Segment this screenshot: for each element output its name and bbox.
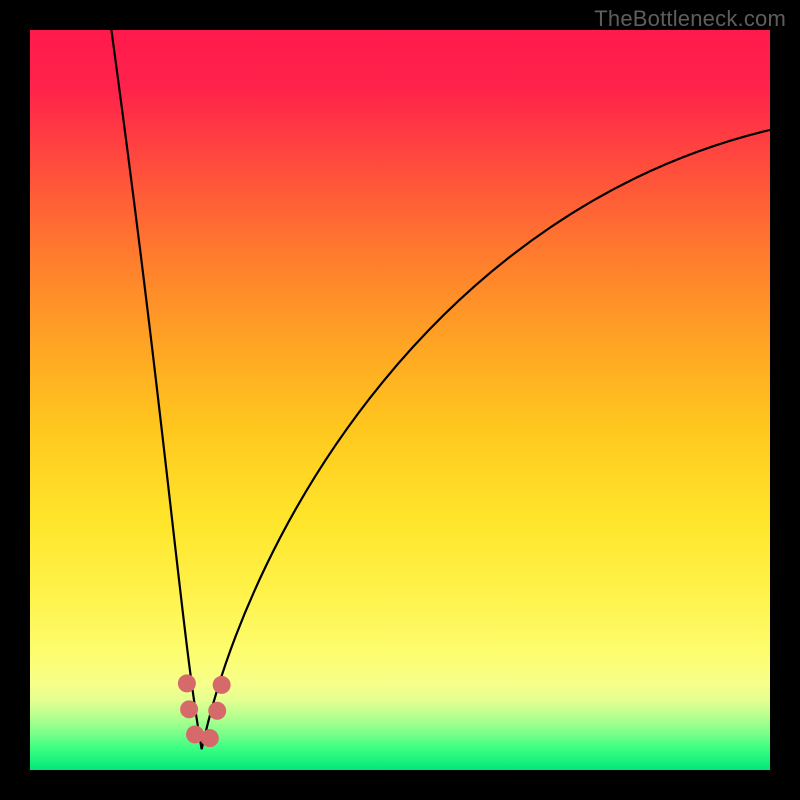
plot-area [30,30,770,770]
marker-dot [178,674,196,692]
marker-dot [208,702,226,720]
left-bottleneck-curve [111,30,201,749]
marker-dot [213,676,231,694]
curve-overlay [30,30,770,770]
marker-dot [180,700,198,718]
marker-dot [201,729,219,747]
right-bottleneck-curve [202,130,770,749]
chart-frame: TheBottleneck.com [0,0,800,800]
watermark-text: TheBottleneck.com [594,6,786,32]
